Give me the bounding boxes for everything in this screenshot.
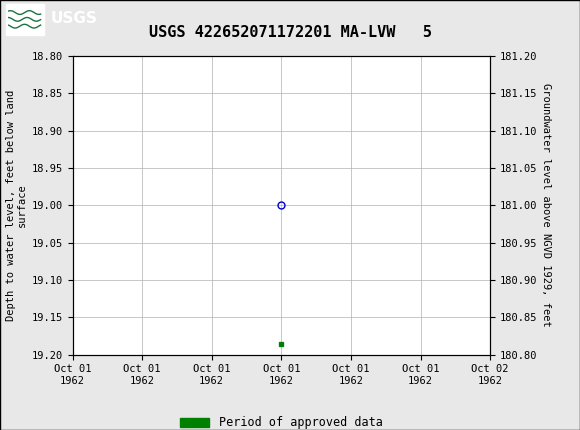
Legend: Period of approved data: Period of approved data xyxy=(175,412,387,430)
FancyBboxPatch shape xyxy=(6,4,44,35)
Text: USGS 422652071172201 MA-LVW   5: USGS 422652071172201 MA-LVW 5 xyxy=(148,25,432,40)
Y-axis label: Depth to water level, feet below land
surface: Depth to water level, feet below land su… xyxy=(6,90,27,321)
Y-axis label: Groundwater level above NGVD 1929, feet: Groundwater level above NGVD 1929, feet xyxy=(542,83,552,327)
Text: USGS: USGS xyxy=(50,11,97,26)
